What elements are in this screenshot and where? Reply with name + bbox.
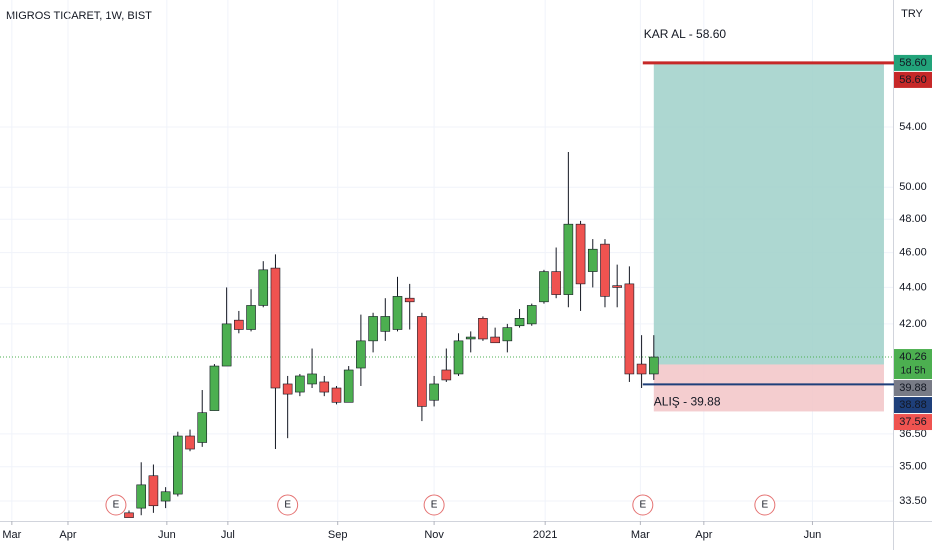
x-tick-label: Apr xyxy=(695,529,712,541)
candle-body xyxy=(404,297,415,303)
x-tick-label: Sep xyxy=(328,529,348,541)
candle-body xyxy=(563,223,574,295)
y-tick-label: 42.00 xyxy=(899,318,927,330)
x-tick-label: Apr xyxy=(59,529,76,541)
price-label: 40.26 xyxy=(899,351,927,363)
candle-body xyxy=(490,336,500,344)
candle-body xyxy=(514,318,525,327)
loss-zone xyxy=(653,364,884,412)
candle-body xyxy=(258,269,269,306)
candle-body xyxy=(648,356,659,375)
candle-body xyxy=(148,475,159,507)
candle-body xyxy=(465,336,476,340)
price-label: 38.88 xyxy=(899,399,927,411)
candle-body xyxy=(331,387,342,403)
candle-body xyxy=(587,248,598,272)
candle-body xyxy=(551,271,561,295)
x-tick-label: Nov xyxy=(424,529,444,541)
candle-body xyxy=(160,491,171,502)
currency: TRY xyxy=(901,8,923,20)
candle-body xyxy=(600,243,610,297)
y-tick-label: 48.00 xyxy=(899,213,927,225)
y-tick-label: 36.50 xyxy=(899,428,927,440)
target-text: KAR AL - 58.60 xyxy=(644,27,727,41)
x-tick-label: Mar xyxy=(631,529,650,541)
y-tick-label: 50.00 xyxy=(899,181,927,193)
candle-body xyxy=(185,435,195,450)
candle-body xyxy=(221,323,232,367)
event-marker xyxy=(277,494,299,516)
event-marker xyxy=(754,494,776,516)
price-label-bg xyxy=(894,349,932,380)
candle-body xyxy=(441,369,452,381)
event-label: E xyxy=(762,500,769,511)
candle-body xyxy=(307,373,317,385)
chart-title: MIGROS TICARET, 1W, BIST xyxy=(6,10,152,22)
price-label-bg xyxy=(894,397,932,414)
candle-body xyxy=(575,223,586,285)
candle-body xyxy=(526,305,537,325)
price-label: 39.88 xyxy=(899,382,927,394)
candle-body xyxy=(417,316,427,407)
candle-body xyxy=(136,484,147,509)
countdown: 1d 5h xyxy=(900,366,925,377)
entry-text: ALIŞ - 39.88 xyxy=(654,395,721,409)
y-tick-label: 54.00 xyxy=(899,121,927,133)
x-tick-label: Mar xyxy=(2,529,21,541)
candle-body xyxy=(624,283,635,375)
event-label: E xyxy=(639,500,646,511)
y-tick-label: 35.00 xyxy=(899,461,927,473)
candle-body xyxy=(173,435,183,495)
candle-body xyxy=(429,383,439,401)
candle-body xyxy=(478,318,488,340)
candle-body xyxy=(502,327,513,342)
candle-body xyxy=(343,369,354,403)
y-tick-label: 46.00 xyxy=(899,247,927,259)
candle-body xyxy=(612,285,622,288)
candle-body xyxy=(539,271,549,303)
event-marker xyxy=(105,494,127,516)
price-label-bg xyxy=(894,54,932,71)
price-label-bg xyxy=(894,380,932,397)
candle-body xyxy=(246,305,256,330)
candle-body xyxy=(380,316,391,332)
event-label: E xyxy=(284,500,291,511)
candle-body xyxy=(319,381,330,393)
price-label: 58.60 xyxy=(899,57,927,69)
event-marker xyxy=(632,494,654,516)
candle-body xyxy=(356,340,366,369)
candle-body xyxy=(453,340,464,375)
x-tick-label: Jul xyxy=(221,529,235,541)
candle-body xyxy=(270,267,281,389)
x-tick-label: Jun xyxy=(804,529,822,541)
event-label: E xyxy=(431,500,438,511)
price-label: 37.56 xyxy=(899,416,927,428)
candle-body xyxy=(392,296,403,330)
x-tick-label: Jun xyxy=(158,529,176,541)
price-label-bg xyxy=(894,414,932,431)
x-tick-label: 2021 xyxy=(533,529,557,541)
profit-zone xyxy=(653,62,884,365)
candle-body xyxy=(282,383,293,395)
event-marker xyxy=(423,494,445,516)
candle-body xyxy=(209,365,220,411)
candle-body xyxy=(295,375,305,393)
candle-body xyxy=(234,319,244,330)
candle-body xyxy=(368,316,378,342)
candle-body xyxy=(124,512,134,518)
price-label-bg xyxy=(894,71,932,88)
candle-body xyxy=(197,412,208,443)
y-tick-label: 33.50 xyxy=(899,495,927,507)
event-label: E xyxy=(113,500,120,511)
price-label: 58.60 xyxy=(899,74,927,86)
y-tick-label: 44.00 xyxy=(899,281,927,293)
candle-body xyxy=(636,363,647,375)
